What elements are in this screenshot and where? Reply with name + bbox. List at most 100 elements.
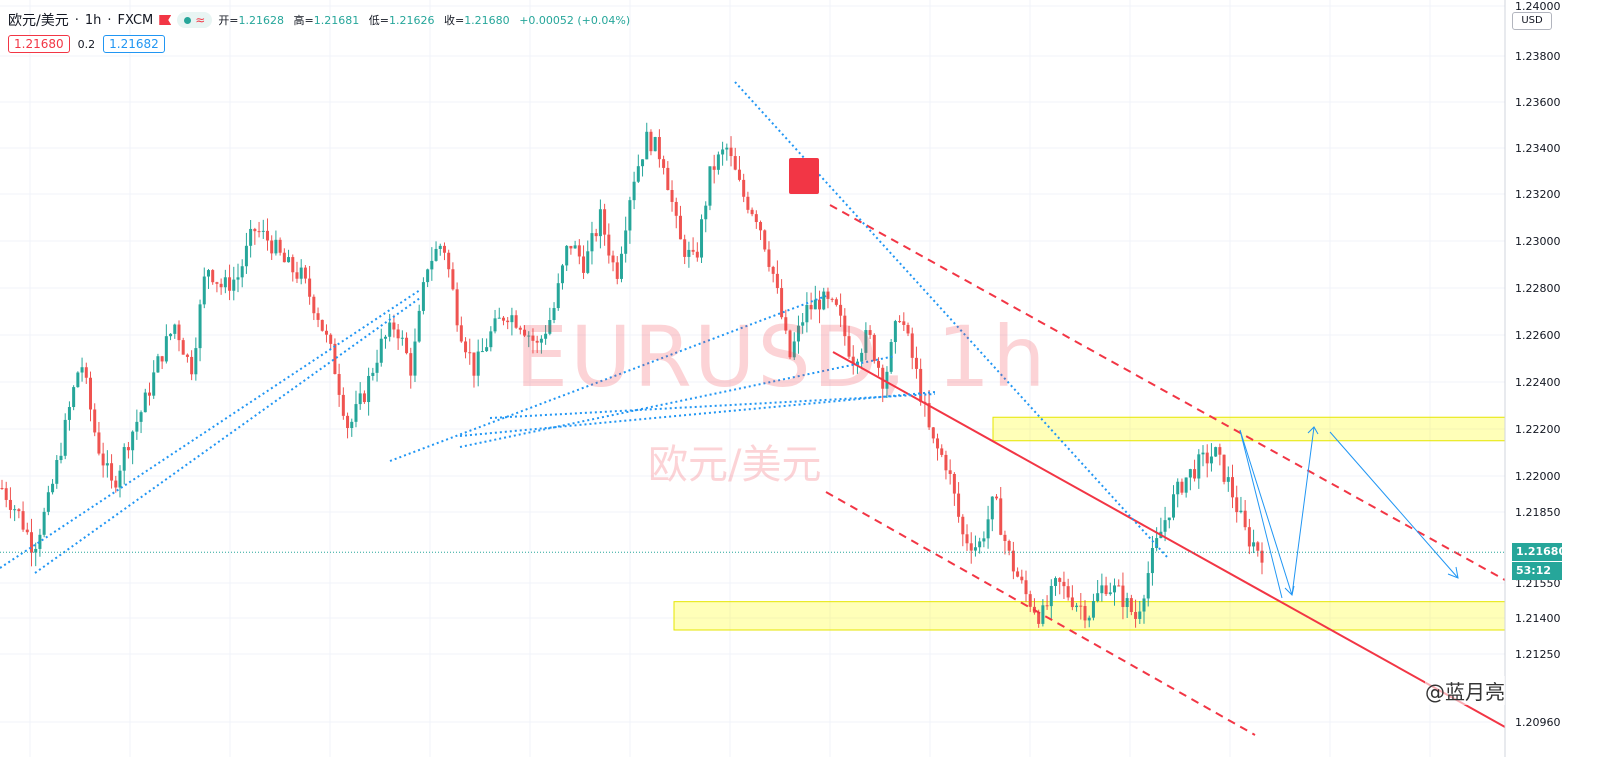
candle-body [350, 421, 354, 429]
candle-body [813, 299, 817, 310]
candle-body [17, 509, 21, 512]
candle-body [392, 322, 396, 330]
symbol-header: 欧元/美元 · 1h · FXCM ≈ 开=1.21628 高=1.21681 … [8, 10, 636, 30]
price-axis-tick-label: 1.23200 [1515, 188, 1561, 201]
candle-body [0, 488, 4, 489]
candle-body [1155, 538, 1159, 549]
currency-button[interactable]: USD [1512, 12, 1552, 30]
candle-body [560, 265, 564, 284]
candle-body [1180, 481, 1184, 493]
candle-body [569, 245, 573, 249]
market-status-badge[interactable]: ≈ [177, 12, 213, 28]
candle-body [1150, 548, 1154, 574]
candle-body [173, 324, 177, 334]
candle-body [1256, 542, 1260, 551]
candle-body [1079, 605, 1083, 607]
candle-body [97, 432, 101, 454]
candle-body [1083, 605, 1087, 621]
symbol-name[interactable]: 欧元/美元 [8, 13, 69, 29]
candle-body [704, 205, 708, 220]
candle-body [388, 322, 392, 337]
candle-body [480, 351, 484, 353]
candle-body [973, 547, 977, 551]
candle-body [978, 541, 982, 548]
candle-body [4, 488, 8, 500]
candle-body [34, 548, 38, 553]
candle-body [42, 511, 46, 535]
candle-body [1100, 585, 1104, 594]
candle-body [265, 230, 269, 241]
candle-body [88, 377, 92, 410]
candle-body [379, 338, 383, 363]
candle-body [1134, 611, 1138, 619]
candle-body [190, 356, 194, 375]
candle-body [792, 341, 796, 358]
candle-body [1070, 597, 1074, 608]
high-value: 1.21681 [313, 14, 360, 27]
candle-body [1037, 612, 1041, 624]
candle-body [1011, 550, 1015, 572]
candle-body [236, 277, 240, 280]
candle-body [421, 282, 425, 311]
trend-line [832, 351, 1506, 728]
candle-body [316, 313, 320, 320]
candle-body [1247, 527, 1251, 547]
candle-body [1239, 510, 1243, 513]
low-label: 低= [368, 14, 389, 27]
candle-body [982, 538, 986, 542]
candle-body [371, 372, 375, 376]
candle-body [1049, 585, 1053, 607]
candle-body [1197, 454, 1201, 479]
candle-body [346, 415, 350, 429]
last-price-tag: 1.21680 [1512, 543, 1566, 561]
candle-body [716, 154, 720, 170]
candle-body [1201, 452, 1205, 455]
candle-body [712, 166, 716, 170]
price-axis-tick-label: 1.21400 [1515, 612, 1561, 625]
candle-body [986, 519, 990, 539]
candle-body [746, 196, 750, 210]
candle-body [198, 304, 202, 349]
candle-body [666, 167, 670, 191]
candle-body [1104, 585, 1108, 595]
sell-button[interactable]: 1.21680 [8, 35, 70, 53]
candle-body [763, 230, 767, 250]
candle-body [1260, 550, 1264, 563]
candle-body [788, 330, 792, 358]
candle-body [1075, 605, 1079, 608]
candle-body [341, 394, 345, 416]
interval-label[interactable]: 1h [84, 12, 102, 28]
candle-body [657, 137, 661, 160]
candle-body [1028, 594, 1032, 607]
price-axis-tick-label: 1.22800 [1515, 282, 1561, 295]
buy-button[interactable]: 1.21682 [103, 35, 165, 53]
candle-body [632, 181, 636, 201]
candle-body [232, 279, 236, 291]
candle-body [721, 149, 725, 155]
candle-body [1091, 601, 1095, 618]
brand-watermark: @蓝月亮 [1425, 676, 1505, 705]
candle-body [257, 231, 261, 233]
candle-body [552, 308, 556, 320]
candle-body [535, 340, 539, 343]
candle-body [295, 272, 299, 279]
candle-body [442, 245, 446, 253]
candle-body [282, 252, 286, 263]
candle-body [822, 291, 826, 310]
arrow-head [1307, 426, 1319, 435]
candle-body [927, 403, 931, 428]
candle-body [868, 330, 872, 335]
candle-body [565, 245, 569, 266]
candle-body [426, 269, 430, 283]
candle-body [628, 200, 632, 231]
candle-body [737, 169, 741, 180]
flag-icon[interactable] [159, 15, 172, 25]
candle-body [72, 387, 76, 408]
candle-body [594, 233, 598, 237]
candle-body [1108, 592, 1112, 595]
candle-body [312, 296, 316, 314]
candle-body [851, 356, 855, 366]
candle-body [531, 335, 535, 341]
